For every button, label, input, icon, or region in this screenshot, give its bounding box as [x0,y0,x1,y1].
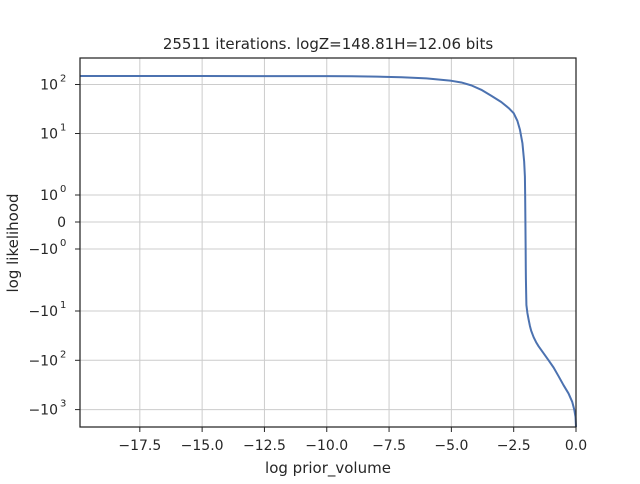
y-tick-base: −10 [28,353,58,369]
x-tick-labels: −17.5 −15.0 −12.5 −10.0 −7.5 −5.0 −2.5 0.0 [118,438,587,454]
x-tick-label: −7.5 [372,438,406,454]
y-tick-label: 0 [57,215,66,231]
y-tick-exponent: 0 [60,184,66,195]
y-tick-base: 0 [57,215,66,231]
x-tick-label: 0.0 [565,438,587,454]
y-tick-base: 10 [40,127,58,143]
x-tick-label: −10.0 [305,438,348,454]
y-tick-exponent: 1 [60,123,66,134]
x-tick-label: −2.5 [497,438,531,454]
y-tick-marks [75,84,80,411]
likelihood-curve [80,75,577,428]
y-tick-label: 10 [40,188,58,204]
y-tick-label: −10 [28,242,58,258]
y-tick-label: −10 [28,304,58,320]
x-tick-label: −5.0 [434,438,468,454]
chart-title: 25511 iterations. logZ=148.81H=12.06 bit… [163,35,494,53]
x-axis-label: log prior_volume [265,459,391,478]
y-tick-exponent: 1 [60,300,66,311]
y-tick-exponent: 2 [60,74,66,85]
y-tick-exponent: 2 [60,349,66,360]
y-tick-exponent: 0 [60,238,66,249]
x-tick-label: −17.5 [118,438,161,454]
x-tick-label: −12.5 [243,438,286,454]
y-tick-base: −10 [28,242,58,258]
y-tick-base: 10 [40,78,58,94]
y-tick-label: −10 [28,403,58,419]
y-axis-label: log likelihood [4,193,22,292]
x-tick-marks [139,427,577,432]
x-tick-label: −15.0 [181,438,224,454]
y-tick-base: −10 [28,403,58,419]
y-tick-label: 10 [40,127,58,143]
y-tick-label: 10 [40,78,58,94]
y-tick-label: −10 [28,353,58,369]
plot-frame [79,57,577,428]
y-tick-base: −10 [28,304,58,320]
grid-lines [80,58,577,427]
y-tick-base: 10 [40,188,58,204]
y-tick-exponent: 3 [60,399,66,410]
